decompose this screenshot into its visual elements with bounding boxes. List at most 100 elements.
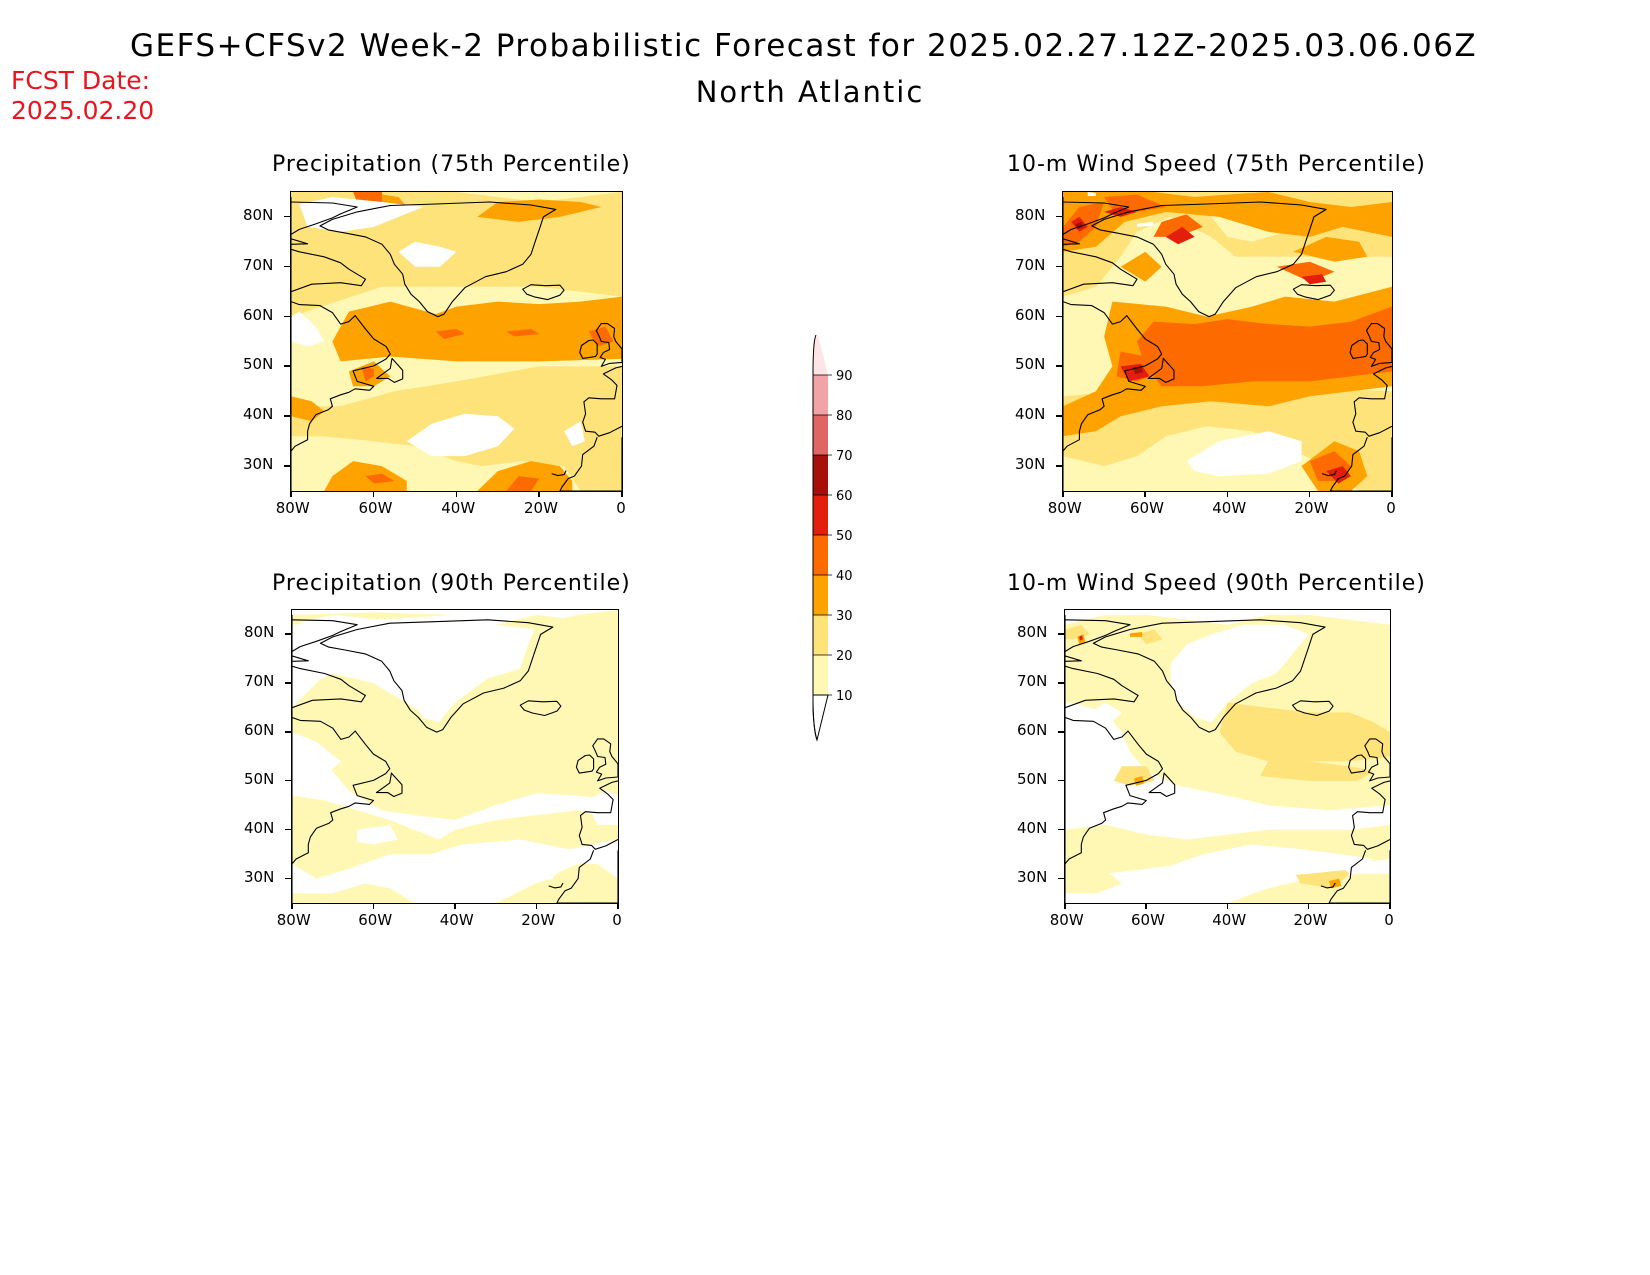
shaded-region [1219,702,1390,762]
shaded-region [495,863,618,903]
coastline [1348,754,1367,774]
shaded-region [495,614,578,630]
map-precip-75 [290,191,623,492]
coastline [1364,738,1390,782]
shaded-region [291,311,325,347]
coastline [319,619,554,733]
coastline [292,614,391,903]
coastline [559,437,622,491]
colorbar-label: 40 [836,569,853,584]
shaded-region [477,199,602,222]
shaded-region [1137,221,1154,227]
shaded-region [435,329,465,339]
panel-title-precip-90: Precipitation (90th Percentile) [272,571,631,596]
shaded-region [1138,629,1163,645]
shaded-region [1165,226,1195,245]
shaded-region [1130,632,1143,637]
coastline [292,619,358,652]
coastline [592,738,618,782]
colorbar-swatch [813,415,828,455]
shaded-region [292,653,333,708]
lat-label: 80N [1017,623,1048,642]
colorbar-label: 10 [836,689,853,704]
colorbar-swatch [813,575,828,615]
shaded-region [506,476,540,491]
lon-label: 60W [358,499,393,517]
shaded-region [1120,251,1162,282]
colorbar-swatch [813,455,828,495]
panel-title-wind-90: 10-m Wind Speed (90th Percentile) [1007,571,1426,596]
coastline [548,882,564,889]
lon-label: 20W [1293,911,1328,929]
coastline [1320,882,1336,889]
colorbar-swatch [813,375,828,415]
lat-tick [285,633,291,635]
shaded-region [1065,863,1122,894]
shaded-region [1293,236,1368,262]
colorbar-swatch [813,655,828,695]
lat-tick [284,315,290,318]
lat-label: 50N [244,769,275,788]
shaded-region [292,732,341,786]
lat-tick [1058,828,1064,831]
shaded-region [1367,321,1392,357]
colorbar-swatch [813,535,828,575]
lat-tick [285,682,291,684]
lon-tick [621,491,623,497]
colorbar-swatch [813,495,828,535]
shaded-region [1170,624,1309,723]
lat-label: 30N [1015,455,1046,474]
coastline [1321,470,1337,477]
lat-label: 40N [244,818,275,837]
shaded-region [1104,207,1137,217]
shaded-region [1134,776,1145,786]
lat-tick [1056,265,1062,268]
lat-label: 60N [1017,721,1048,740]
coastline [556,850,618,903]
map-svg [291,192,622,491]
shaded-region [1326,466,1351,484]
lon-tick [1389,903,1391,909]
lon-label: 60W [358,911,393,929]
lat-tick [1058,731,1064,733]
lon-tick [372,903,374,909]
shaded-region [1260,761,1374,781]
lon-tick [290,491,292,497]
shaded-region [324,461,407,491]
shaded-region [332,296,622,362]
lat-label: 80N [244,623,275,642]
panel-title-wind-75: 10-m Wind Speed (75th Percentile) [1007,152,1426,177]
lat-label: 50N [243,355,274,374]
lat-tick [284,265,290,268]
shaded-region [300,614,480,723]
shaded-region [463,854,561,889]
shaded-region [292,610,618,820]
lon-label: 20W [1294,499,1329,517]
lat-tick [1058,682,1064,684]
coastline [291,238,309,245]
chart-subtitle: North Atlantic [0,75,1650,109]
map-wind-75 [1062,191,1393,492]
lat-tick [284,365,290,367]
shaded-region [585,790,618,825]
lon-tick [1064,903,1066,909]
shaded-region [1079,635,1083,641]
chart-title: GEFS+CFSv2 Week-2 Probabilistic Forecast… [130,28,1478,64]
lon-label: 40W [439,911,474,929]
lat-label: 70N [1015,255,1046,274]
coastline [1328,850,1390,903]
lat-tick [285,877,291,880]
lat-label: 80N [1015,205,1046,224]
shaded-region [477,461,573,491]
shaded-region [506,329,540,337]
map-svg [1065,610,1390,903]
colorbar-label: 60 [836,489,853,504]
coastline [595,323,622,367]
panel-title-precip-75: Precipitation (75th Percentile) [272,152,631,177]
lat-label: 40N [243,405,274,424]
lat-label: 70N [244,672,275,691]
lat-tick [285,731,291,733]
region-name: North Atlantic [695,75,925,109]
lat-label: 30N [243,455,274,474]
lat-label: 30N [1017,867,1048,886]
